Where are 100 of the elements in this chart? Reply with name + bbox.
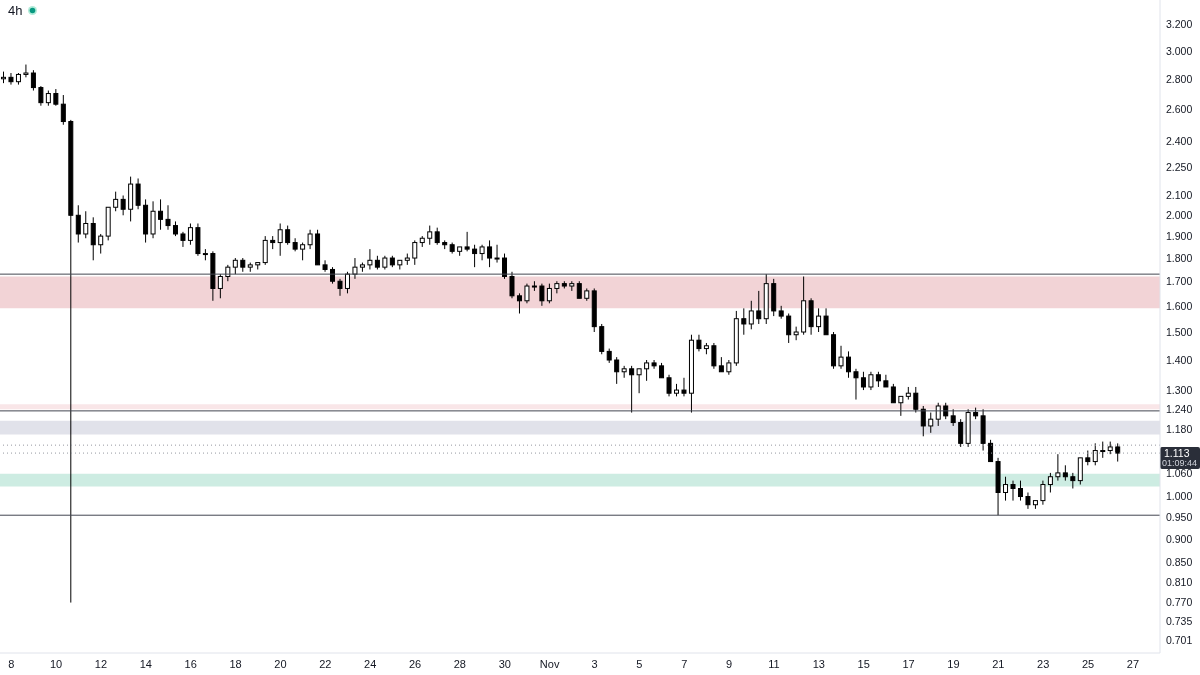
y-tick-label: 1.500 bbox=[1166, 325, 1193, 338]
candlestick bbox=[546, 283, 552, 304]
y-tick-label: 2.400 bbox=[1166, 135, 1193, 148]
x-tick-label: 3 bbox=[591, 657, 598, 670]
candlestick bbox=[516, 292, 522, 315]
candlestick bbox=[23, 64, 29, 78]
x-tick-label: 13 bbox=[812, 657, 825, 670]
x-tick-label: 21 bbox=[992, 657, 1005, 670]
candlestick bbox=[120, 195, 126, 216]
x-tick-label: 23 bbox=[1037, 657, 1050, 670]
candlestick bbox=[60, 94, 66, 126]
y-tick-label: 3.200 bbox=[1166, 18, 1193, 31]
y-tick-label: 1.300 bbox=[1166, 383, 1193, 396]
x-tick-label: Nov bbox=[539, 657, 560, 670]
x-tick-label: 8 bbox=[8, 657, 15, 670]
candlestick bbox=[165, 204, 171, 231]
y-tick-label: 0.770 bbox=[1166, 596, 1193, 609]
y-tick-label: 1.900 bbox=[1166, 229, 1193, 242]
candlestick bbox=[412, 239, 418, 266]
candlestick bbox=[1077, 457, 1083, 486]
x-tick-label: 19 bbox=[947, 657, 960, 670]
y-tick-label: 1.600 bbox=[1166, 299, 1193, 312]
y-tick-label: 2.800 bbox=[1166, 72, 1193, 85]
x-tick-label: 26 bbox=[408, 657, 422, 670]
candlestick bbox=[898, 395, 904, 417]
candlestick bbox=[958, 418, 964, 448]
candlestick bbox=[367, 248, 373, 270]
y-tick-label: 1.700 bbox=[1166, 274, 1193, 287]
candlestick bbox=[502, 253, 508, 280]
chart-title: 4h bbox=[8, 3, 23, 18]
x-tick-label: 16 bbox=[184, 657, 197, 670]
x-tick-label: 17 bbox=[902, 657, 915, 670]
candlestick bbox=[711, 342, 717, 370]
x-tick-label: 9 bbox=[726, 657, 733, 670]
candlestick bbox=[83, 210, 89, 239]
candlestick bbox=[90, 216, 96, 261]
x-tick-label: 7 bbox=[681, 657, 688, 670]
ref-line-label: 1.113 bbox=[1164, 447, 1190, 460]
x-tick-label: 27 bbox=[1126, 657, 1140, 670]
candlestick bbox=[158, 198, 164, 231]
candlestick bbox=[748, 300, 754, 330]
candlestick bbox=[487, 239, 493, 268]
x-tick-label: 12 bbox=[94, 657, 108, 670]
candlestick bbox=[98, 233, 104, 255]
candlestick bbox=[187, 222, 193, 246]
y-tick-label: 0.810 bbox=[1166, 575, 1193, 588]
y-tick-label: 0.735 bbox=[1166, 615, 1193, 628]
y-tick-label: 1.400 bbox=[1166, 353, 1193, 366]
candlestick bbox=[38, 85, 44, 107]
candlestick bbox=[756, 290, 762, 325]
candlestick bbox=[322, 259, 328, 273]
candlestick bbox=[524, 283, 530, 304]
candlestick bbox=[150, 200, 156, 239]
x-tick-label: 30 bbox=[498, 657, 511, 670]
candlestick bbox=[217, 273, 223, 299]
candlestick bbox=[636, 368, 642, 394]
candlestick bbox=[920, 405, 926, 437]
y-tick-label: 1.800 bbox=[1166, 251, 1193, 264]
candlestick bbox=[644, 359, 650, 382]
candlestick bbox=[337, 278, 343, 297]
candlestick bbox=[427, 225, 433, 246]
candlestick bbox=[472, 244, 478, 268]
candlestick bbox=[890, 383, 896, 404]
x-tick-label: 5 bbox=[636, 657, 643, 670]
candlestick bbox=[1092, 442, 1098, 466]
y-tick-label: 2.600 bbox=[1166, 102, 1193, 115]
y-tick-label: 3.000 bbox=[1166, 44, 1193, 57]
candlestick bbox=[464, 231, 470, 252]
y-tick-label: 1.180 bbox=[1166, 423, 1193, 436]
y-tick-label: 2.000 bbox=[1166, 209, 1193, 222]
y-tick-label: 1.060 bbox=[1166, 466, 1193, 479]
candlestick bbox=[285, 225, 291, 246]
candlestick bbox=[344, 271, 350, 294]
candlestick bbox=[1047, 472, 1053, 493]
candlestick bbox=[135, 177, 141, 210]
candlestick bbox=[75, 204, 81, 244]
candlestick bbox=[823, 307, 829, 336]
y-tick-label: 0.950 bbox=[1166, 511, 1193, 524]
candlestick bbox=[1010, 480, 1016, 502]
candlestick bbox=[629, 365, 635, 414]
x-tick-label: 18 bbox=[229, 657, 242, 670]
y-tick-label: 0.850 bbox=[1166, 556, 1193, 569]
candlestick bbox=[307, 229, 313, 250]
candlestick bbox=[838, 345, 844, 370]
candlestick bbox=[853, 368, 859, 401]
candlestick bbox=[494, 244, 500, 264]
y-tick-label: 2.250 bbox=[1166, 161, 1193, 174]
candlestick bbox=[113, 191, 119, 212]
candlestick bbox=[352, 257, 358, 280]
x-tick-label: 25 bbox=[1081, 657, 1095, 670]
x-tick-label: 28 bbox=[453, 657, 467, 670]
candlestick bbox=[868, 371, 874, 391]
candlestick bbox=[554, 280, 560, 294]
y-tick-label: 1.240 bbox=[1166, 402, 1193, 415]
candlestick bbox=[928, 412, 934, 434]
x-tick-label: 14 bbox=[139, 657, 152, 670]
candlestick bbox=[509, 271, 515, 299]
candlestick bbox=[913, 386, 919, 414]
y-tick-label: 2.100 bbox=[1166, 189, 1193, 202]
y-tick-label: 1.000 bbox=[1166, 490, 1193, 503]
